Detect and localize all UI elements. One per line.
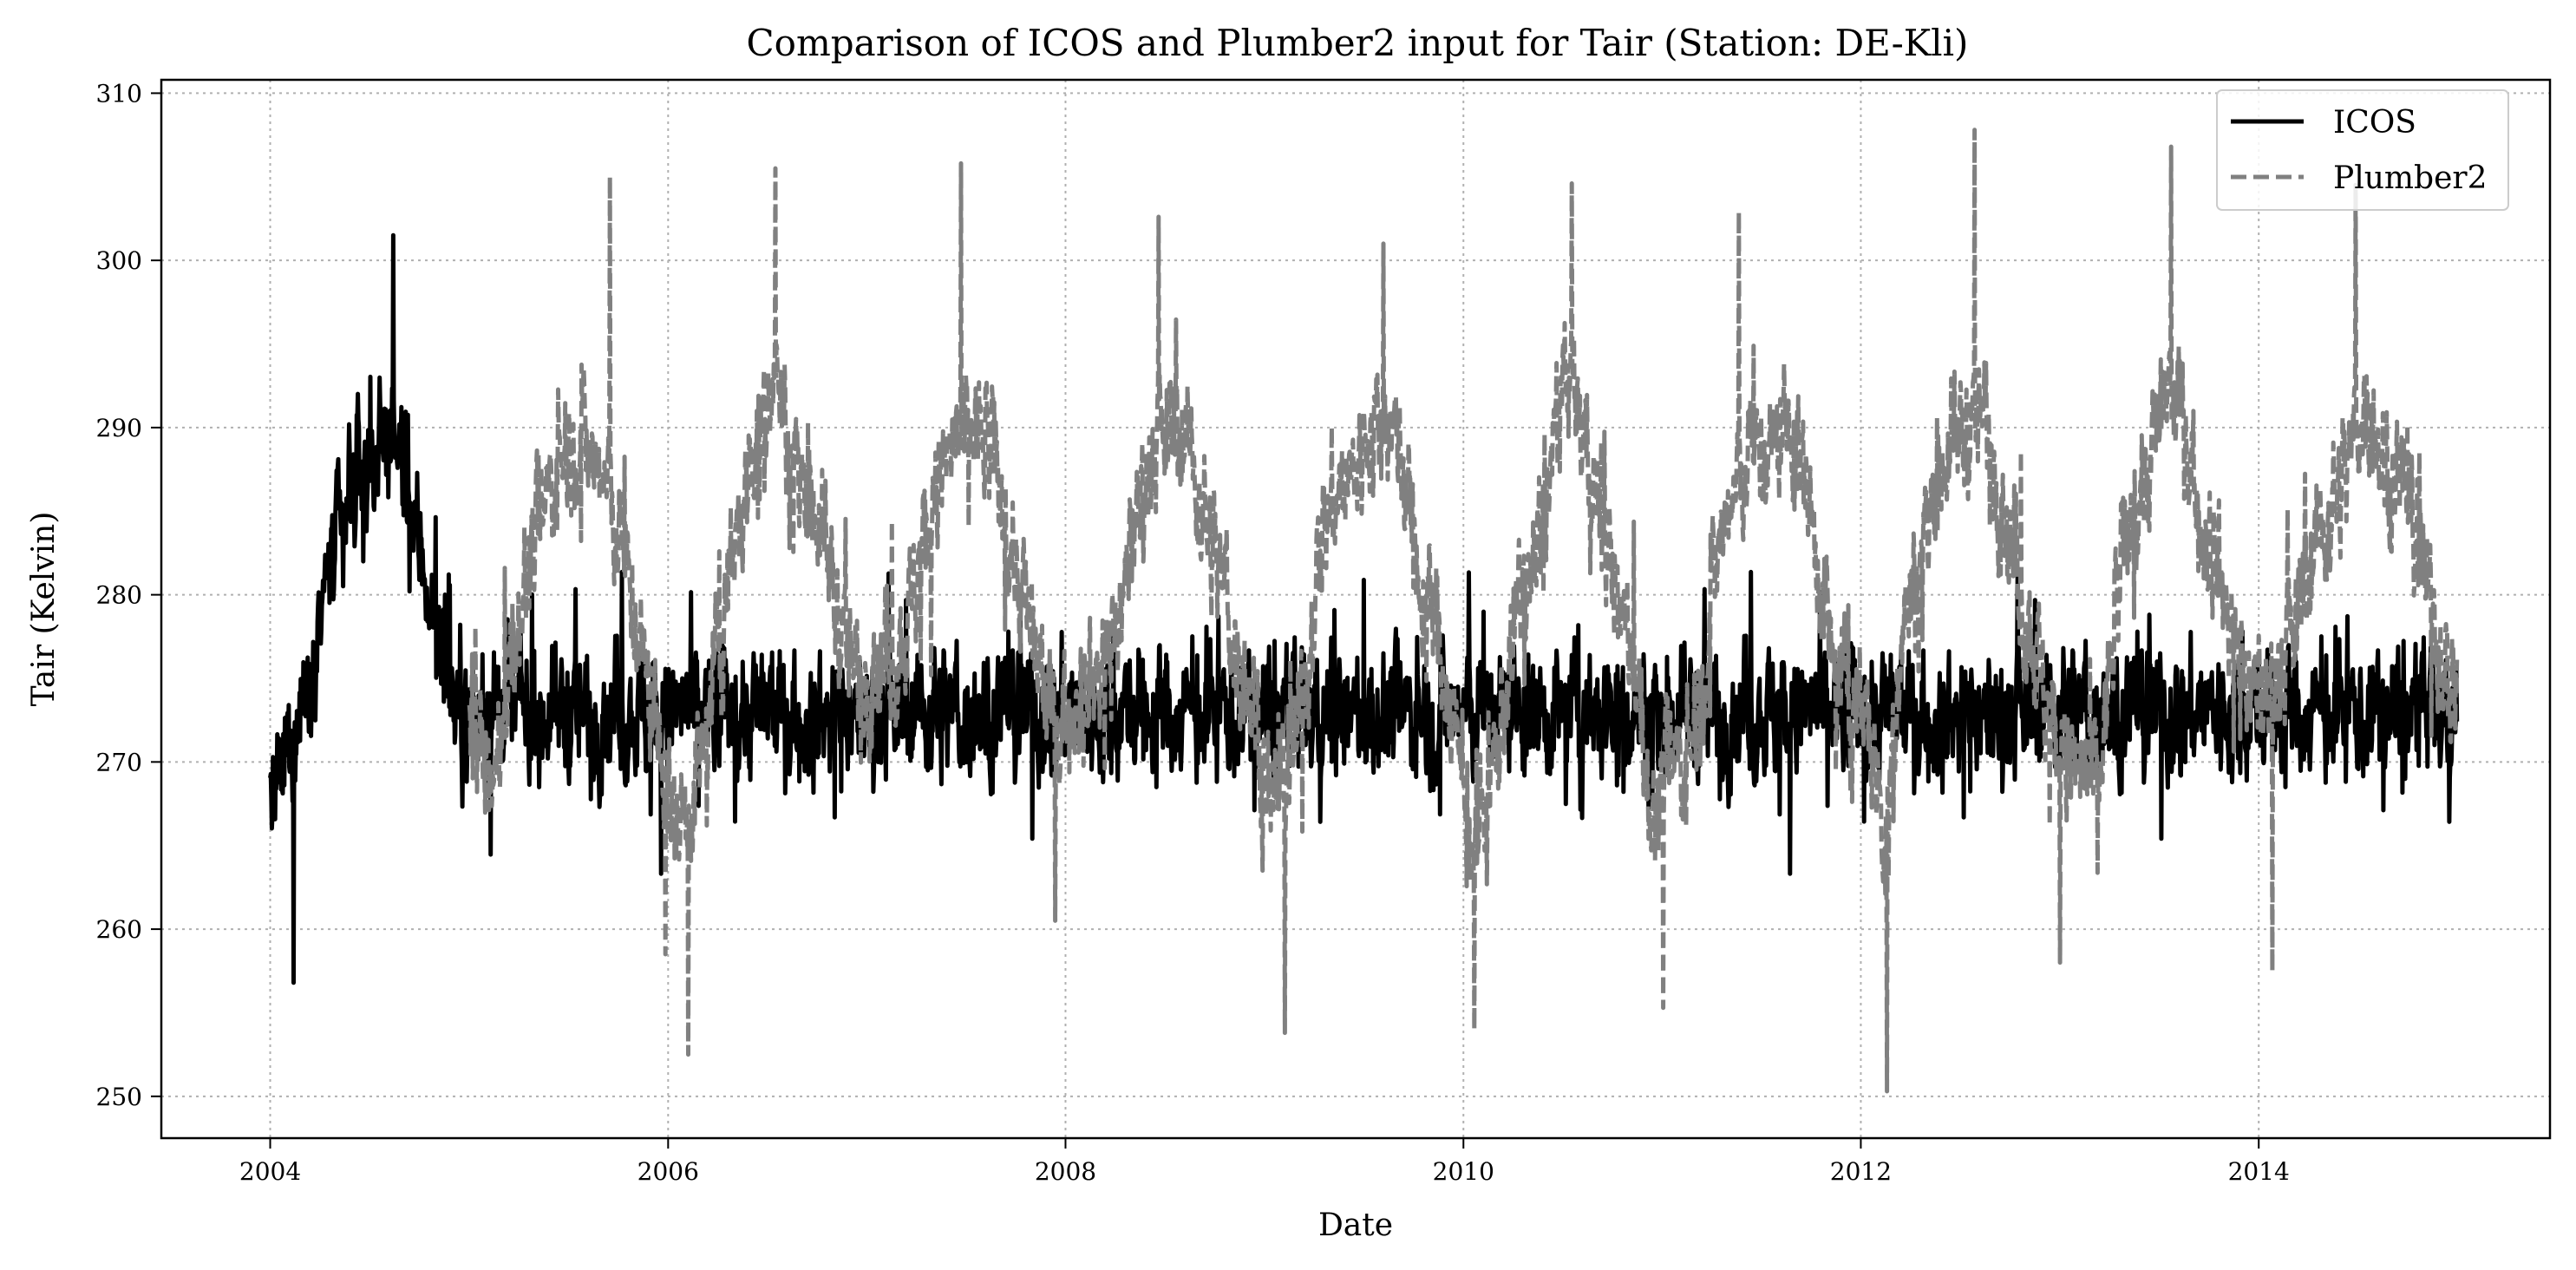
plot-lines bbox=[268, 128, 2460, 1094]
y-tick-label: 250 bbox=[96, 1083, 142, 1111]
y-tick-label: 300 bbox=[96, 246, 142, 275]
y-tick-label: 290 bbox=[96, 414, 142, 442]
legend-label-icos: ICOS bbox=[2333, 105, 2416, 141]
y-axis: 250 260 270 280 290 300 310 bbox=[96, 79, 161, 1111]
y-tick-label: 310 bbox=[96, 79, 142, 108]
y-tick-label: 260 bbox=[96, 915, 142, 944]
chart-title: Comparison of ICOS and Plumber2 input fo… bbox=[747, 22, 1969, 64]
plot-frame bbox=[160, 78, 2552, 1140]
x-tick-label: 2008 bbox=[1035, 1157, 1096, 1186]
series-line-plumber2 bbox=[467, 128, 2460, 1094]
legend: ICOS Plumber2 bbox=[2216, 89, 2509, 211]
x-axis: 2004 2006 2008 2010 2012 2014 bbox=[239, 1138, 2290, 1186]
x-tick-label: 2014 bbox=[2228, 1157, 2290, 1186]
legend-label-plumber2: Plumber2 bbox=[2333, 160, 2488, 196]
y-tick-label: 270 bbox=[96, 748, 142, 776]
y-tick-label: 280 bbox=[96, 581, 142, 610]
x-tick-label: 2012 bbox=[1830, 1157, 1892, 1186]
y-axis-label: Tair (Kelvin) bbox=[26, 512, 62, 707]
x-axis-label: Date bbox=[1318, 1208, 1393, 1243]
x-tick-label: 2006 bbox=[637, 1157, 699, 1186]
x-tick-label: 2010 bbox=[1433, 1157, 1494, 1186]
x-tick-label: 2004 bbox=[239, 1157, 301, 1186]
